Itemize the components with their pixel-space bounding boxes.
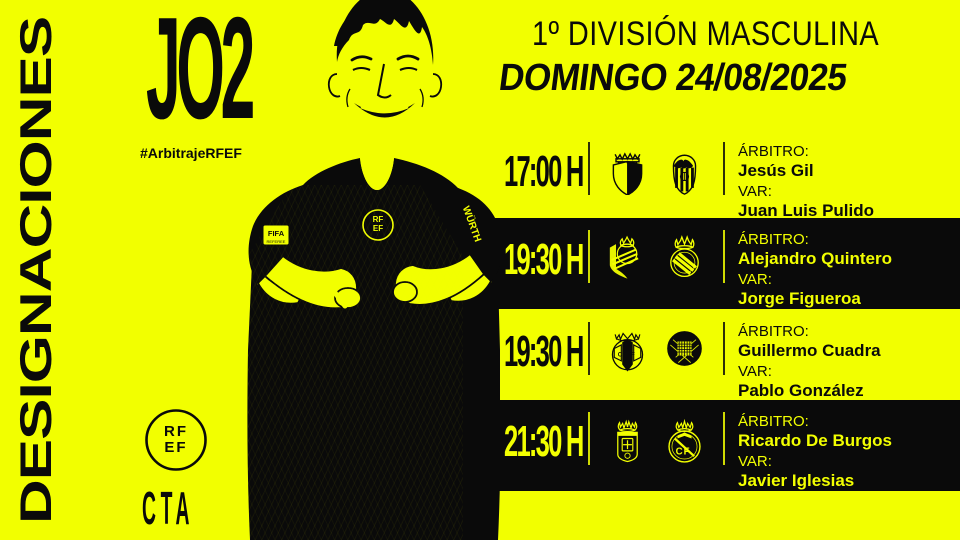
svg-text:F: F: [631, 351, 635, 358]
svg-text:RF: RF: [164, 423, 188, 440]
svg-text:C: C: [618, 351, 623, 358]
svg-text:C: C: [676, 446, 683, 457]
svg-text:F: F: [684, 446, 690, 457]
svg-text:EF: EF: [164, 439, 187, 456]
